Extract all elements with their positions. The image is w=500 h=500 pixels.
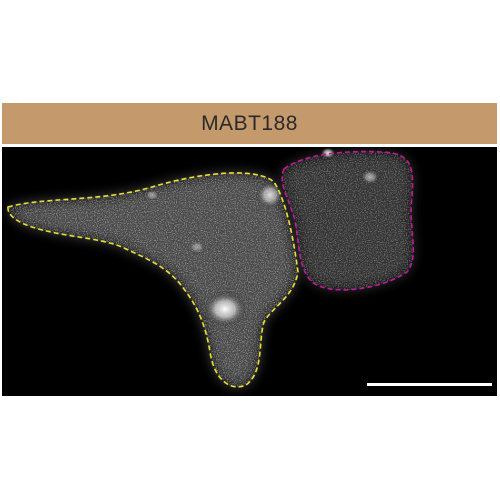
- header-label: MABT188: [201, 111, 298, 135]
- bright-puncta: [144, 147, 380, 327]
- header-band: MABT188: [2, 103, 497, 144]
- microscopy-image: [2, 147, 497, 396]
- cell-body-right: [282, 151, 414, 290]
- cell-body-left: [7, 172, 298, 387]
- microscopy-image-svg: [7, 147, 492, 388]
- cell-outline-left: [7, 172, 299, 388]
- scale-bar: [367, 383, 492, 386]
- cell-outline-right: [281, 150, 415, 291]
